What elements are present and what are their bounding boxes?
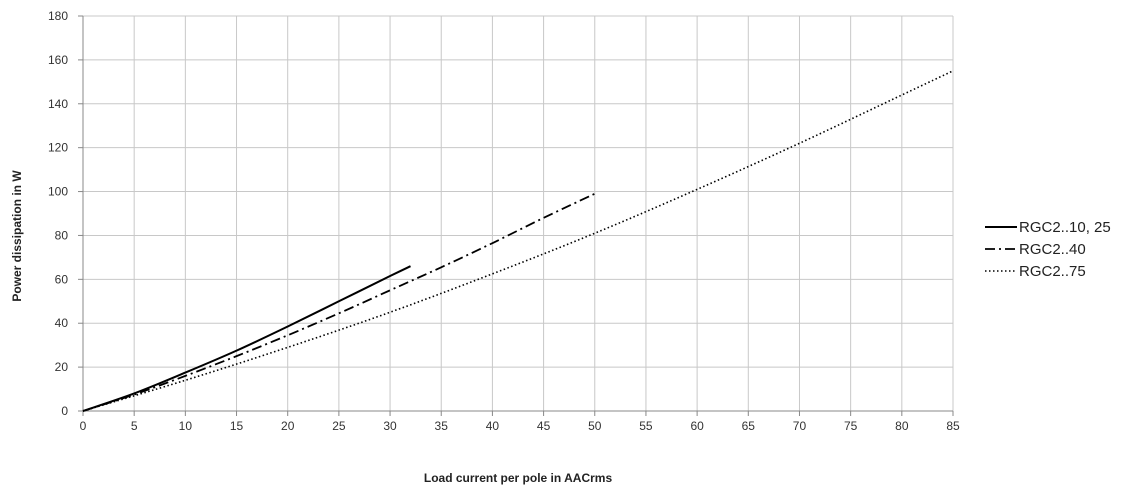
x-tick-label: 30 [383,419,397,433]
x-tick-label: 60 [690,419,704,433]
y-tick-label: 120 [48,141,68,155]
x-axis-title: Load current per pole in AACrms [424,471,613,485]
x-tick-label: 40 [486,419,500,433]
x-tick-label: 45 [537,419,551,433]
y-axis-title: Power dissipation in W [10,170,24,302]
legend-label-1: RGC2..10, 25 [1019,219,1111,236]
x-tick-label: 70 [793,419,807,433]
x-tick-label: 50 [588,419,602,433]
x-tick-label: 80 [895,419,909,433]
y-tick-label: 20 [55,360,69,374]
y-tick-label: 40 [55,316,69,330]
y-tick-label: 0 [61,404,68,418]
x-tick-label: 0 [80,419,87,433]
y-tick-label: 180 [48,9,68,23]
x-tick-label: 75 [844,419,858,433]
series-line-2 [82,192,596,412]
y-tick-label: 60 [55,272,69,286]
x-tick-label: 25 [332,419,346,433]
x-tick-label: 5 [131,419,138,433]
y-tick-label: 80 [55,228,69,242]
y-tick-label: 100 [48,185,68,199]
x-tick-label: 55 [639,419,653,433]
x-tick-label: 20 [281,419,295,433]
series-lines [82,70,954,412]
legend-label-2: RGC2..40 [1019,241,1086,258]
x-tick-label: 35 [435,419,449,433]
x-tick-label: 15 [230,419,244,433]
y-tick-label: 140 [48,97,68,111]
grid [82,15,954,412]
y-tick-label: 160 [48,53,68,67]
x-tick-labels: 0 5 10 15 20 25 30 35 40 45 50 55 60 65 70 75 80 85 [80,419,960,433]
legend-label-3: RGC2..75 [1019,263,1086,280]
x-tick-label: 10 [179,419,193,433]
axes [78,15,954,416]
x-tick-label: 65 [742,419,756,433]
x-tick-label: 85 [946,419,960,433]
series-line-1 [82,265,411,412]
y-tick-labels: 0 20 40 60 80 100 120 140 160 180 [48,9,68,418]
legend: RGC2..10, 25 RGC2..40 RGC2..75 [985,219,1111,280]
